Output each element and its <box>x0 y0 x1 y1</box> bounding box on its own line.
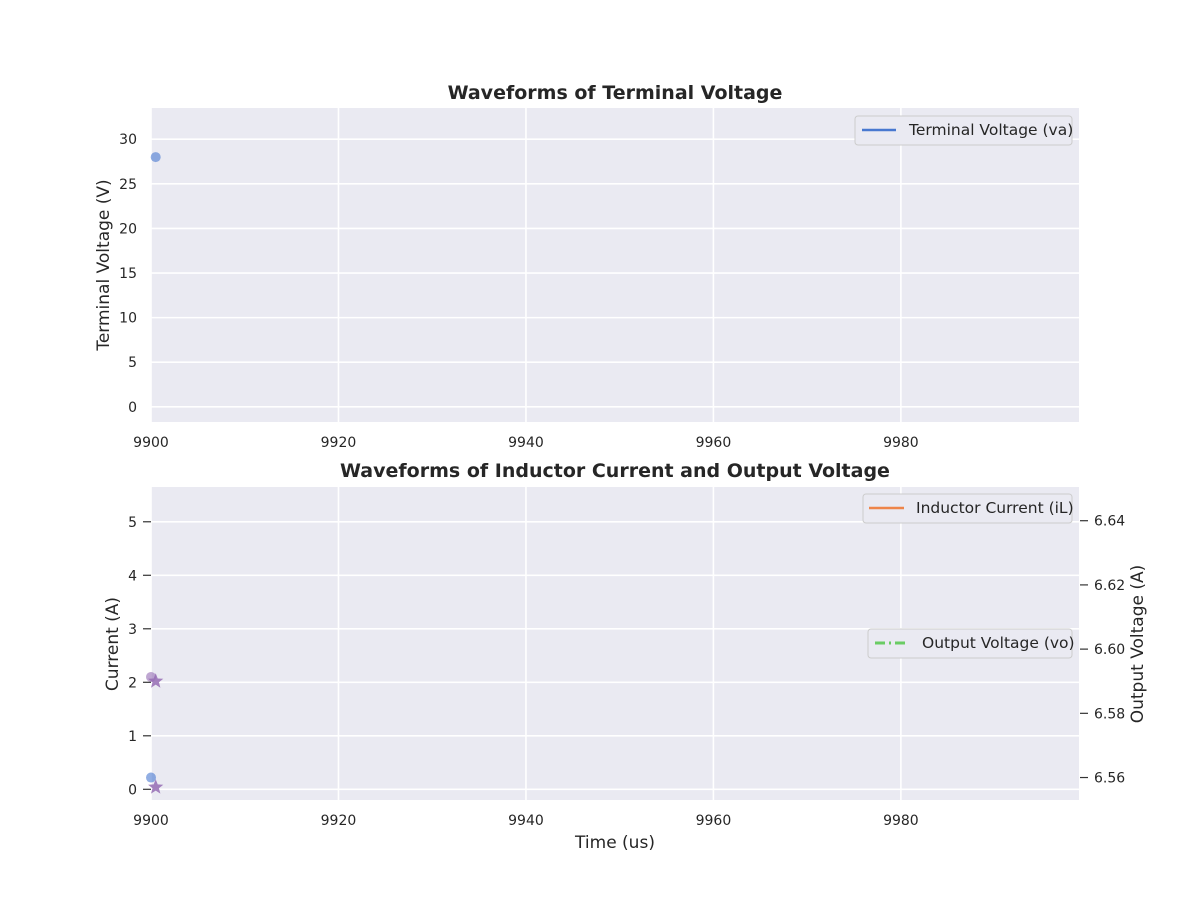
x-tick-label: 9980 <box>883 813 919 829</box>
x-tick-label: 9940 <box>508 435 544 451</box>
legend-box <box>867 628 1073 659</box>
y-right-tick-label: 6.60 <box>1094 642 1125 658</box>
data-point-star <box>148 779 164 794</box>
x-tick-label: 9960 <box>696 435 732 451</box>
y-tick-label: 20 <box>119 221 137 237</box>
y-right-tick-label: 6.62 <box>1094 578 1125 594</box>
x-tick-label: 9900 <box>133 435 169 451</box>
data-marks <box>150 152 161 163</box>
y-tick-label: 4 <box>128 568 137 584</box>
x-tick-labels: 9900 9920 9940 9960 9980 <box>133 813 919 829</box>
chart-title: Waveforms of Terminal Voltage <box>448 82 783 104</box>
y-tick-label: 25 <box>119 177 137 193</box>
gridlines <box>150 487 1079 800</box>
y-tick-label: 2 <box>128 675 137 691</box>
y-tick-label: 5 <box>128 515 137 531</box>
y-tick-label: 15 <box>119 266 137 282</box>
y-tick-labels: 0 5 10 15 20 25 30 <box>119 132 137 416</box>
legend-box <box>862 493 1073 524</box>
gridlines <box>150 108 1079 422</box>
y-tick-label: 3 <box>128 622 137 638</box>
y-tick-labels: 0 1 2 3 4 5 <box>128 515 151 798</box>
x-tick-label: 9960 <box>696 813 732 829</box>
y-tick-label: 0 <box>128 782 137 798</box>
x-axis-label: Time (us) <box>574 833 655 853</box>
legend-label: Inductor Current (iL) <box>916 499 1074 517</box>
x-tick-labels: 9900 9920 9940 9960 9980 <box>133 435 919 451</box>
y-axis-label: Terminal Voltage (V) <box>94 179 114 351</box>
x-tick-label: 9940 <box>508 813 544 829</box>
x-tick-label: 9900 <box>133 813 169 829</box>
legend-box <box>854 115 1073 146</box>
legend-output-voltage: Output Voltage (vo) <box>867 628 1075 659</box>
legend-label: Terminal Voltage (va) <box>908 121 1073 139</box>
x-tick-label: 9920 <box>321 813 357 829</box>
data-marks <box>146 671 164 794</box>
legend-inductor-current: Inductor Current (iL) <box>862 493 1074 524</box>
y-axis-label: Current (A) <box>103 597 123 691</box>
legend-label: Output Voltage (vo) <box>922 634 1075 652</box>
y-tick-label: 5 <box>128 355 137 371</box>
inductor-current-output-voltage-chart: Waveforms of Inductor Current and Output… <box>103 460 1148 853</box>
y-tick-label: 0 <box>128 400 137 416</box>
data-point <box>150 152 161 163</box>
data-point-star <box>148 673 164 688</box>
legend: Terminal Voltage (va) <box>854 115 1073 146</box>
x-tick-label: 9980 <box>883 435 919 451</box>
x-tick-label: 9920 <box>321 435 357 451</box>
y-tick-label: 1 <box>128 729 137 745</box>
chart-title: Waveforms of Inductor Current and Output… <box>340 460 890 482</box>
y-right-tick-labels: 6.56 6.58 6.60 6.62 6.64 <box>1080 514 1125 787</box>
data-point <box>146 772 156 783</box>
y-right-tick-label: 6.64 <box>1094 514 1125 530</box>
y-axis-right-label: Output Voltage (A) <box>1128 565 1148 724</box>
y-right-tick-label: 6.56 <box>1094 771 1125 787</box>
y-right-tick-label: 6.58 <box>1094 706 1125 722</box>
terminal-voltage-chart: Waveforms of Terminal Voltage Terminal V… <box>94 82 1079 451</box>
y-tick-label: 30 <box>119 132 137 148</box>
plot-area <box>151 108 1079 422</box>
y-tick-label: 10 <box>119 311 137 327</box>
